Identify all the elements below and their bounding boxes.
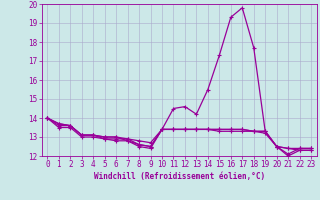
X-axis label: Windchill (Refroidissement éolien,°C): Windchill (Refroidissement éolien,°C) [94, 172, 265, 181]
